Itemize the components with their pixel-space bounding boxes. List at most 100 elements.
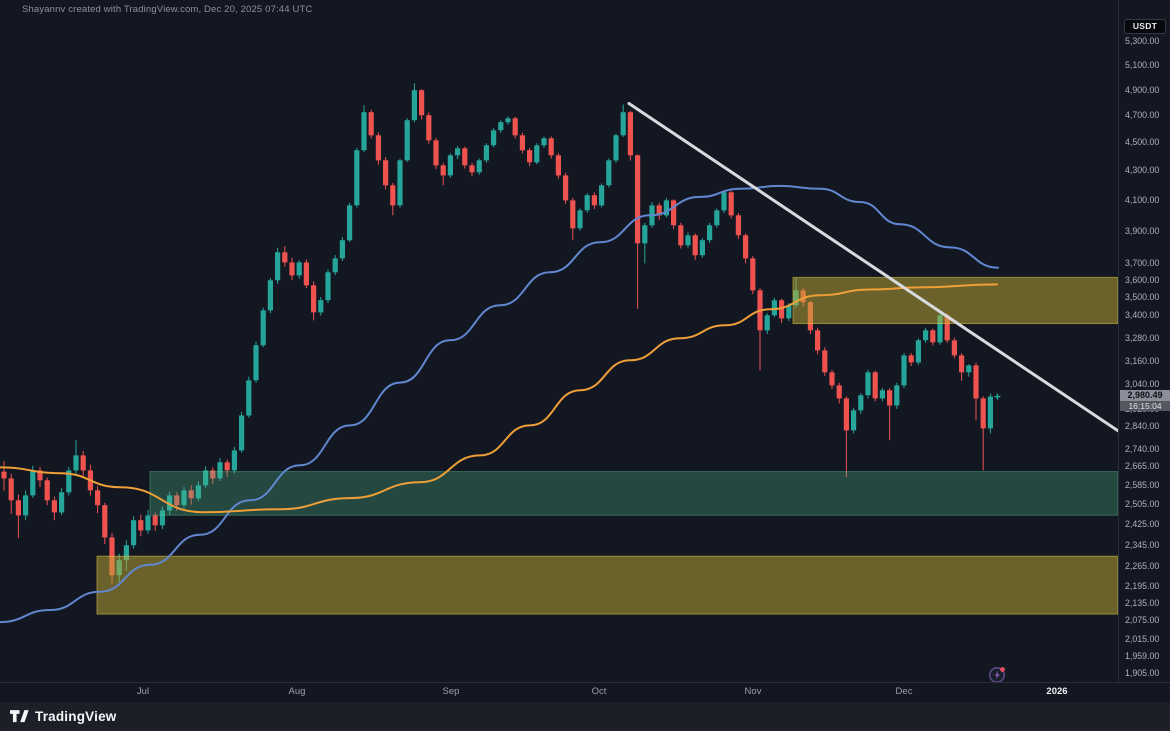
price-tick-label: 2,345.00 bbox=[1125, 539, 1160, 550]
candle bbox=[512, 118, 518, 136]
zones-layer bbox=[96, 276, 1118, 615]
candle bbox=[210, 470, 216, 479]
candle bbox=[699, 240, 705, 256]
fast-ma-orange[interactable] bbox=[0, 283, 998, 514]
attribution-text: Shayannv created with TradingView.com, D… bbox=[22, 4, 313, 15]
candle bbox=[311, 285, 317, 313]
price-tick-label: 4,100.00 bbox=[1125, 194, 1160, 205]
candle bbox=[534, 145, 540, 163]
candle bbox=[584, 195, 590, 211]
candle bbox=[8, 478, 14, 501]
candle bbox=[455, 148, 461, 156]
candle bbox=[836, 385, 842, 399]
candle bbox=[131, 520, 137, 546]
time-tick-month: Oct bbox=[591, 686, 607, 697]
candle bbox=[231, 450, 237, 471]
candle bbox=[296, 262, 302, 276]
demand-zone-green[interactable] bbox=[149, 471, 1118, 516]
candle bbox=[851, 410, 857, 431]
candle bbox=[577, 210, 583, 229]
price-tick-label: 3,900.00 bbox=[1125, 225, 1160, 236]
candle bbox=[404, 120, 410, 161]
price-tick-label: 2,665.00 bbox=[1125, 460, 1160, 471]
candle bbox=[347, 205, 353, 241]
candle bbox=[30, 470, 36, 496]
time-axis[interactable]: Jul Aug Sep Oct Nov Dec 2026 bbox=[0, 682, 1170, 701]
slow-ma-blue[interactable] bbox=[0, 184, 999, 624]
candle bbox=[613, 135, 619, 161]
time-tick-month: Jul bbox=[136, 686, 150, 697]
price-tick-label: 3,040.00 bbox=[1125, 379, 1160, 390]
candle bbox=[635, 155, 641, 244]
candle bbox=[390, 185, 396, 206]
candle bbox=[95, 490, 101, 506]
price-axis[interactable]: USDT 2,980.49 16:15:04 5,300.00 5,100.00 4… bbox=[1118, 0, 1170, 682]
currency-toggle-badge[interactable]: USDT bbox=[1124, 19, 1166, 34]
candle bbox=[505, 118, 511, 123]
candle bbox=[159, 510, 165, 526]
candle bbox=[987, 396, 993, 429]
candle bbox=[145, 515, 151, 531]
time-tick-month: Sep bbox=[442, 686, 460, 697]
candle bbox=[930, 330, 936, 343]
time-tick-month: Nov bbox=[744, 686, 762, 697]
candle bbox=[879, 390, 885, 399]
candle bbox=[563, 175, 569, 201]
candle bbox=[973, 365, 979, 399]
candle bbox=[368, 112, 374, 136]
tradingview-logo-text: TradingView bbox=[35, 709, 117, 724]
candle bbox=[671, 200, 677, 226]
price-tick-label: 4,900.00 bbox=[1125, 84, 1160, 95]
descending-trendline[interactable] bbox=[627, 102, 1118, 433]
candle bbox=[764, 315, 770, 331]
price-tick-label: 3,600.00 bbox=[1125, 274, 1160, 285]
resistance-zone-yellow[interactable] bbox=[792, 276, 1118, 324]
candle bbox=[491, 130, 497, 146]
candle bbox=[570, 200, 576, 229]
candle bbox=[894, 385, 900, 406]
price-tick-label: 2,740.00 bbox=[1125, 443, 1160, 454]
candle bbox=[73, 455, 79, 471]
chart-canvas[interactable] bbox=[0, 0, 1118, 682]
candle bbox=[426, 115, 432, 141]
price-tick-label: 2,265.00 bbox=[1125, 561, 1160, 572]
tradingview-logo-icon bbox=[10, 709, 29, 722]
candle bbox=[858, 395, 864, 411]
candle bbox=[541, 138, 547, 146]
candle bbox=[771, 300, 777, 316]
candle bbox=[361, 112, 367, 151]
time-tick-month: Dec bbox=[895, 686, 913, 697]
candle bbox=[167, 495, 173, 511]
candle bbox=[23, 495, 29, 516]
candle bbox=[923, 330, 929, 341]
price-tick-label: 2,840.00 bbox=[1125, 421, 1160, 432]
candle bbox=[282, 252, 288, 263]
candle bbox=[901, 355, 907, 386]
candle bbox=[555, 155, 561, 176]
candle bbox=[721, 192, 727, 211]
candle bbox=[642, 225, 648, 244]
price-tick-label: 2,195.00 bbox=[1125, 580, 1160, 591]
candle bbox=[181, 490, 187, 506]
candle bbox=[743, 235, 749, 259]
candle bbox=[843, 398, 849, 431]
candle bbox=[714, 210, 720, 226]
candle bbox=[1, 471, 7, 479]
candle bbox=[80, 455, 86, 471]
support-zone-yellow[interactable] bbox=[96, 555, 1118, 615]
candle bbox=[822, 350, 828, 373]
candle bbox=[908, 355, 914, 363]
candle bbox=[476, 160, 482, 173]
spark-boost-icon[interactable] bbox=[987, 664, 1008, 685]
candle bbox=[267, 280, 273, 311]
candle bbox=[915, 340, 921, 363]
candle bbox=[37, 470, 43, 481]
candle bbox=[959, 355, 965, 373]
candle bbox=[779, 300, 785, 319]
tradingview-logo[interactable]: TradingView bbox=[10, 709, 116, 724]
price-tick-label: 4,700.00 bbox=[1125, 110, 1160, 121]
candle bbox=[685, 235, 691, 246]
candle bbox=[440, 165, 446, 176]
chart-plot-area[interactable] bbox=[0, 0, 1118, 685]
candle bbox=[548, 138, 554, 156]
